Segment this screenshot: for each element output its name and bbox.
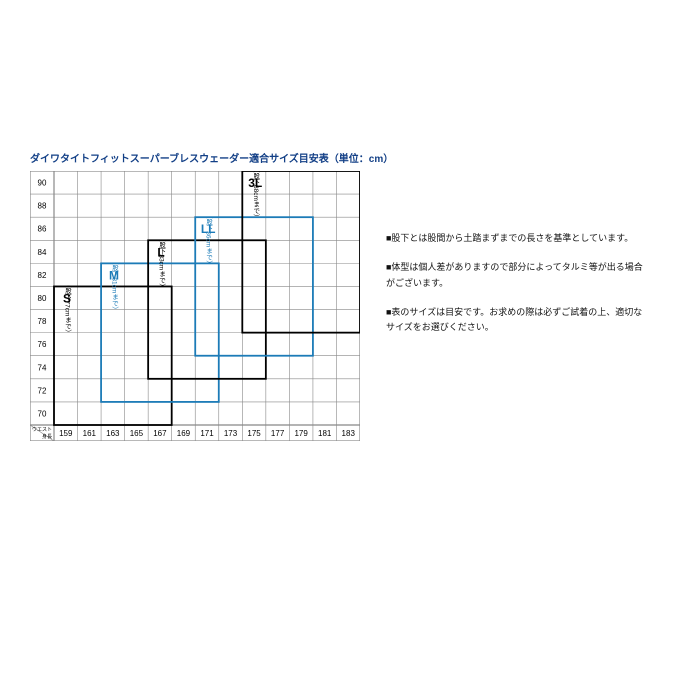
svg-text:88: 88 [38,202,47,211]
svg-text:身長: 身長 [42,433,52,440]
svg-text:183: 183 [342,429,356,438]
svg-text:86: 86 [38,225,47,234]
chart-title: ダイワタイトフィットスーパーブレスウェーダー適合サイズ目安表（単位：cm） [30,150,670,165]
note-3: ■表のサイズは目安です。お求めの際は必ずご試着の上、適切なサイズをお選びください… [386,305,646,336]
svg-text:80: 80 [38,294,47,303]
svg-text:181: 181 [318,429,332,438]
svg-text:167: 167 [153,429,167,438]
size-chart: 90 88 86 84 82 80 78 76 74 72 70 159 161 163 165 167 169… [30,171,360,446]
svg-text:177: 177 [271,429,285,438]
svg-text:90: 90 [38,179,47,188]
notes-block: ■股下とは股間から土踏まずまでの長さを基準としています。 ■体型は個人差がありま… [386,171,646,349]
note-1: ■股下とは股間から土踏まずまでの長さを基準としています。 [386,231,646,246]
svg-text:165: 165 [130,429,144,438]
svg-text:78: 78 [38,317,47,326]
svg-text:169: 169 [177,429,191,438]
svg-text:74: 74 [38,363,47,372]
svg-text:84: 84 [38,248,47,257]
note-2: ■体型は個人差がありますので部分によってタルミ等が出る場合がございます。 [386,260,646,291]
svg-text:179: 179 [294,429,308,438]
svg-text:175: 175 [247,429,261,438]
svg-text:ウエスト: ウエスト [32,426,52,433]
svg-text:161: 161 [83,429,97,438]
svg-text:72: 72 [38,386,47,395]
svg-text:82: 82 [38,271,47,280]
svg-text:163: 163 [106,429,120,438]
svg-text:76: 76 [38,340,47,349]
svg-text:159: 159 [59,429,73,438]
svg-text:173: 173 [224,429,238,438]
svg-text:70: 70 [38,409,47,418]
svg-text:171: 171 [200,429,214,438]
